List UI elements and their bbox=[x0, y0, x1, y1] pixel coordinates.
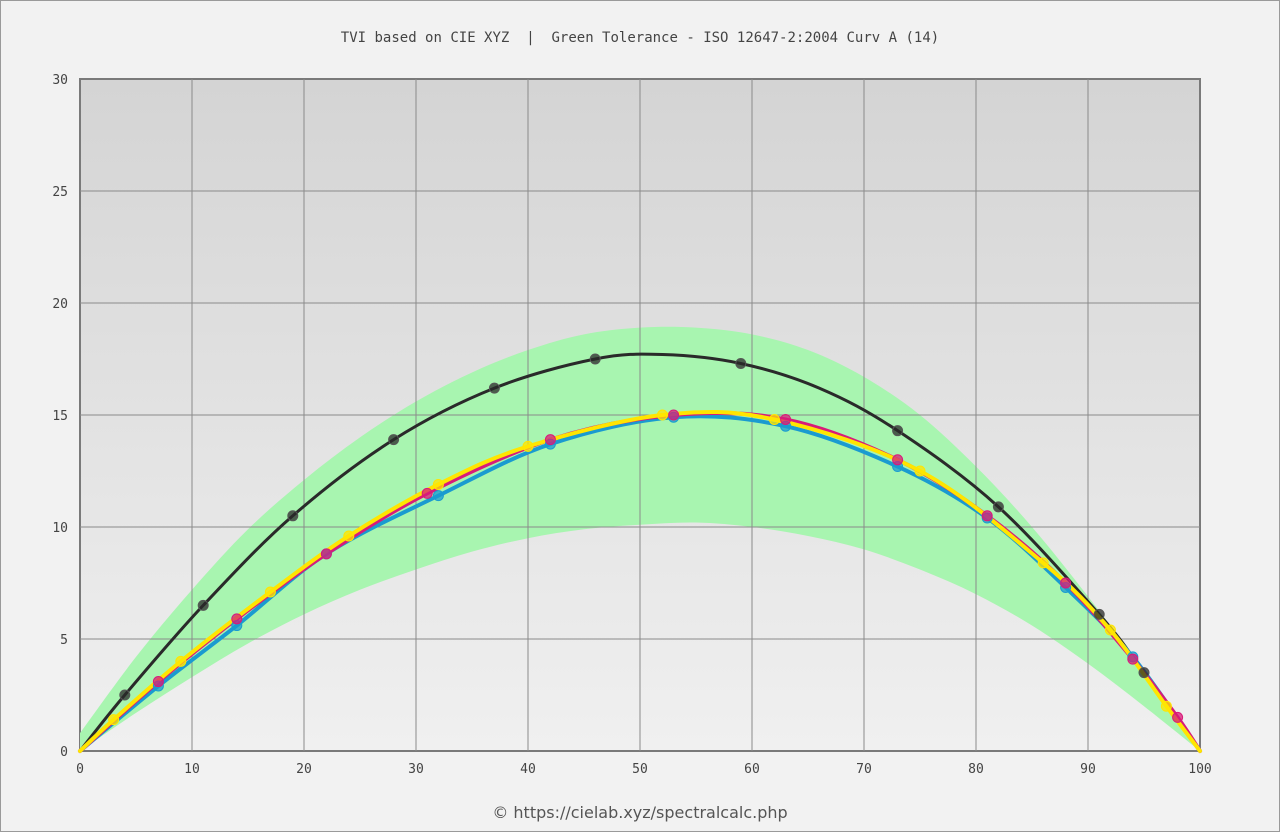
series-4-point bbox=[1104, 624, 1116, 636]
series-4-point bbox=[1160, 700, 1172, 712]
chart-title: TVI based on CIE XYZ | Green Tolerance -… bbox=[340, 30, 940, 46]
series-3-point bbox=[320, 548, 332, 560]
series-4-point bbox=[175, 655, 187, 667]
y-tick-label: 30 bbox=[52, 73, 68, 88]
y-tick-label: 25 bbox=[52, 185, 68, 200]
x-tick-label: 60 bbox=[744, 762, 760, 777]
x-tick-label: 30 bbox=[408, 762, 424, 777]
y-tick-label: 15 bbox=[52, 409, 68, 424]
series-layer bbox=[78, 352, 1202, 753]
x-tick-label: 0 bbox=[76, 762, 84, 777]
series-3-point bbox=[152, 676, 164, 688]
tolerance-band-layer bbox=[80, 326, 1200, 751]
source-footer: © https://cielab.xyz/spectralcalc.php bbox=[492, 803, 788, 822]
series-1-point bbox=[735, 357, 747, 369]
series-line-1 bbox=[78, 352, 1202, 753]
series-1-point bbox=[992, 501, 1004, 513]
series-4-point bbox=[264, 586, 276, 598]
series-1-point bbox=[197, 599, 209, 611]
grid-layer bbox=[80, 79, 1200, 751]
series-3-point bbox=[668, 409, 680, 421]
series-4-point bbox=[768, 413, 780, 425]
x-tick-label: 90 bbox=[1080, 762, 1096, 777]
series-3-point bbox=[231, 613, 243, 625]
series-4-point bbox=[432, 478, 444, 490]
series-3-point bbox=[1060, 577, 1072, 589]
series-3-point bbox=[780, 413, 792, 425]
series-4-point bbox=[914, 465, 926, 477]
x-tick-label: 40 bbox=[520, 762, 536, 777]
series-1-point bbox=[287, 510, 299, 522]
series-1-point bbox=[488, 382, 500, 394]
series-line-4 bbox=[78, 409, 1202, 753]
series-4-point bbox=[522, 440, 534, 452]
series-3-point bbox=[981, 510, 993, 522]
x-tick-label: 70 bbox=[856, 762, 872, 777]
tick-label-layer: 0 10 20 30 40 50 60 70 80 90 100 0 5 10 15 20 25 30 bbox=[52, 73, 1211, 777]
series-1-point bbox=[589, 353, 601, 365]
x-tick-label: 50 bbox=[632, 762, 648, 777]
y-tick-label: 5 bbox=[60, 633, 68, 648]
x-tick-label: 10 bbox=[184, 762, 200, 777]
series-4-point bbox=[108, 714, 120, 726]
series-1-point bbox=[388, 434, 400, 446]
series-3-point bbox=[1127, 653, 1139, 665]
series-4-point bbox=[1037, 557, 1049, 569]
series-3-point bbox=[421, 487, 433, 499]
series-1-point bbox=[119, 689, 131, 701]
series-3-point bbox=[544, 434, 556, 446]
x-tick-label: 80 bbox=[968, 762, 984, 777]
y-tick-label: 10 bbox=[52, 521, 68, 536]
series-1-point bbox=[1138, 667, 1150, 679]
series-2-point bbox=[432, 490, 444, 502]
y-tick-label: 20 bbox=[52, 297, 68, 312]
x-tick-label: 100 bbox=[1188, 762, 1211, 777]
tolerance-band bbox=[80, 326, 1200, 751]
series-4-point bbox=[343, 530, 355, 542]
x-tick-label: 20 bbox=[296, 762, 312, 777]
series-1-point bbox=[1093, 608, 1105, 620]
series-3-point bbox=[1172, 711, 1184, 723]
series-1-point bbox=[892, 425, 904, 437]
series-4-point bbox=[656, 409, 668, 421]
series-3-point bbox=[892, 454, 904, 466]
y-tick-label: 0 bbox=[60, 745, 68, 760]
